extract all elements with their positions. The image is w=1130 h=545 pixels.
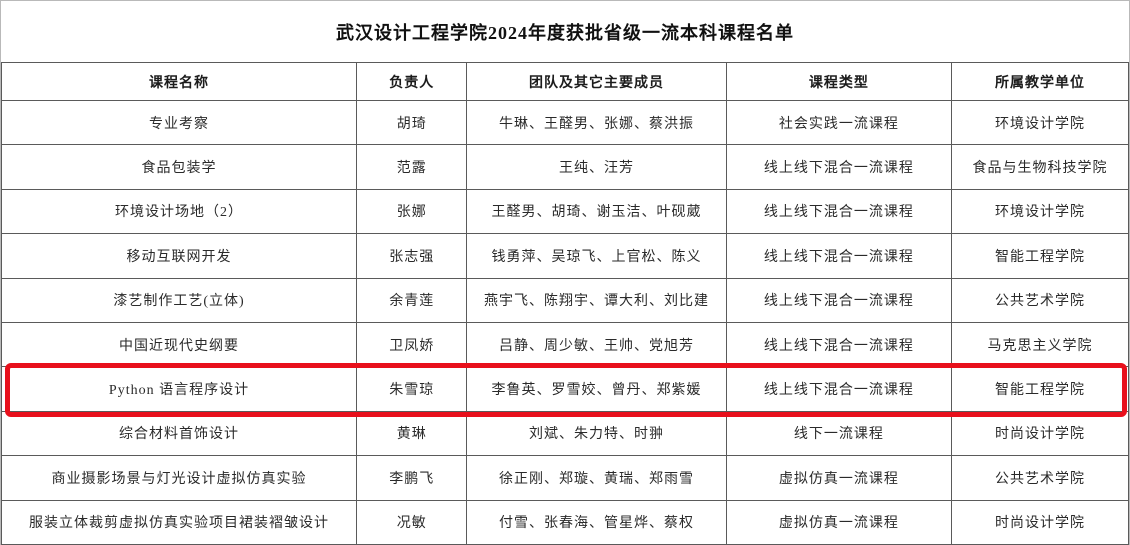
column-header: 课程名称 <box>1 62 357 101</box>
table-cell: 环境设计学院 <box>951 188 1129 235</box>
table-cell: 胡琦 <box>355 99 468 146</box>
table-cell: 线上线下混合一流课程 <box>725 366 953 412</box>
table-cell: 环境设计学院 <box>951 99 1129 146</box>
title-bar: 武汉设计工程学院2024年度获批省级一流本科课程名单 <box>1 1 1129 62</box>
table-row: 服装立体裁剪虚拟仿真实验项目裙装褶皱设计 况敏 付雪、张春海、管星烨、蔡权 虚拟仿真一… <box>1 499 1129 545</box>
table-cell: 公共艺术学院 <box>951 455 1129 501</box>
table-cell: 食品与生物科技学院 <box>951 144 1129 190</box>
table-cell: 线上线下混合一流课程 <box>725 277 953 323</box>
table-cell: 吕静、周少敏、王帅、党旭芳 <box>466 321 727 368</box>
table-row: 中国近现代史纲要 卫凤娇 吕静、周少敏、王帅、党旭芳 线上线下混合一流课程 马克思主义学… <box>1 321 1129 368</box>
table-row: 食品包装学 范露 王纯、汪芳 线上线下混合一流课程 食品与生物科技学院 <box>1 144 1129 190</box>
table-cell: 移动互联网开发 <box>1 233 357 279</box>
course-table: 课程名称 负责人 团队及其它主要成员 课程类型 所属教学单位 专业考察 胡琦 牛琳、王醛男、… <box>1 62 1129 545</box>
table-cell: 朱雪琼 <box>355 366 468 412</box>
table-cell: 社会实践一流课程 <box>725 99 953 146</box>
table-cell: 智能工程学院 <box>951 233 1129 279</box>
table-cell: 王醛男、胡琦、谢玉洁、叶砚葳 <box>466 188 727 235</box>
column-header: 课程类型 <box>725 62 953 101</box>
column-header: 团队及其它主要成员 <box>466 62 727 101</box>
table-cell: 线上线下混合一流课程 <box>725 233 953 279</box>
table-cell: 付雪、张春海、管星烨、蔡权 <box>466 499 727 545</box>
table-cell: 范露 <box>355 144 468 190</box>
page-title: 武汉设计工程学院2024年度获批省级一流本科课程名单 <box>336 22 794 43</box>
table-cell: 智能工程学院 <box>951 366 1129 412</box>
table-cell: 虚拟仿真一流课程 <box>725 499 953 545</box>
table-cell: 虚拟仿真一流课程 <box>725 455 953 501</box>
table-cell: 卫凤娇 <box>355 321 468 368</box>
table-cell: 刘斌、朱力特、时翀 <box>466 410 727 457</box>
table-body: 专业考察 胡琦 牛琳、王醛男、张娜、蔡洪振 社会实践一流课程 环境设计学院 食品包装学 范露… <box>1 99 1129 545</box>
table-row: 商业摄影场景与灯光设计虚拟仿真实验 李鹏飞 徐正刚、郑璇、黄瑞、郑雨雪 虚拟仿真一流课… <box>1 455 1129 501</box>
table-cell: 线上线下混合一流课程 <box>725 321 953 368</box>
table-cell: 漆艺制作工艺(立体) <box>1 277 357 323</box>
column-header: 负责人 <box>355 62 468 101</box>
table-cell: 专业考察 <box>1 99 357 146</box>
table-cell: 燕宇飞、陈翔宇、谭大利、刘比建 <box>466 277 727 323</box>
table-cell: 徐正刚、郑璇、黄瑞、郑雨雪 <box>466 455 727 501</box>
table-cell: 王纯、汪芳 <box>466 144 727 190</box>
table-cell: 商业摄影场景与灯光设计虚拟仿真实验 <box>1 455 357 501</box>
table-cell: 环境设计场地（2） <box>1 188 357 235</box>
table-cell: 李鲁英、罗雪姣、曾丹、郑紫媛 <box>466 366 727 412</box>
table-cell: 马克思主义学院 <box>951 321 1129 368</box>
table-cell: 综合材料首饰设计 <box>1 410 357 457</box>
table-cell: 中国近现代史纲要 <box>1 321 357 368</box>
table-cell: 线上线下混合一流课程 <box>725 188 953 235</box>
table-row: 环境设计场地（2） 张娜 王醛男、胡琦、谢玉洁、叶砚葳 线上线下混合一流课程 环境设计学… <box>1 188 1129 235</box>
table-cell: 公共艺术学院 <box>951 277 1129 323</box>
table-cell: 钱勇萍、吴琼飞、上官松、陈义 <box>466 233 727 279</box>
table-cell: 牛琳、王醛男、张娜、蔡洪振 <box>466 99 727 146</box>
table-cell: 张娜 <box>355 188 468 235</box>
table-cell: 服装立体裁剪虚拟仿真实验项目裙装褶皱设计 <box>1 499 357 545</box>
table-row: 移动互联网开发 张志强 钱勇萍、吴琼飞、上官松、陈义 线上线下混合一流课程 智能工程学院 <box>1 233 1129 279</box>
table-cell: 黄琳 <box>355 410 468 457</box>
table-cell: 线下一流课程 <box>725 410 953 457</box>
table-cell: 余青莲 <box>355 277 468 323</box>
table-cell: 时尚设计学院 <box>951 499 1129 545</box>
table-cell: 张志强 <box>355 233 468 279</box>
table-cell: 况敏 <box>355 499 468 545</box>
table-row: 综合材料首饰设计 黄琳 刘斌、朱力特、时翀 线下一流课程 时尚设计学院 <box>1 410 1129 457</box>
table-cell: 食品包装学 <box>1 144 357 190</box>
column-header: 所属教学单位 <box>951 62 1129 101</box>
table-header-row: 课程名称 负责人 团队及其它主要成员 课程类型 所属教学单位 <box>1 62 1129 101</box>
table-cell: 线上线下混合一流课程 <box>725 144 953 190</box>
table-row: 漆艺制作工艺(立体) 余青莲 燕宇飞、陈翔宇、谭大利、刘比建 线上线下混合一流课程 公共… <box>1 277 1129 323</box>
table-cell: 李鹏飞 <box>355 455 468 501</box>
table-row: Python 语言程序设计 朱雪琼 李鲁英、罗雪姣、曾丹、郑紫媛 线上线下混合一流课程… <box>1 366 1129 412</box>
table-cell: Python 语言程序设计 <box>1 366 357 412</box>
table-row: 专业考察 胡琦 牛琳、王醛男、张娜、蔡洪振 社会实践一流课程 环境设计学院 <box>1 99 1129 146</box>
table-cell: 时尚设计学院 <box>951 410 1129 457</box>
